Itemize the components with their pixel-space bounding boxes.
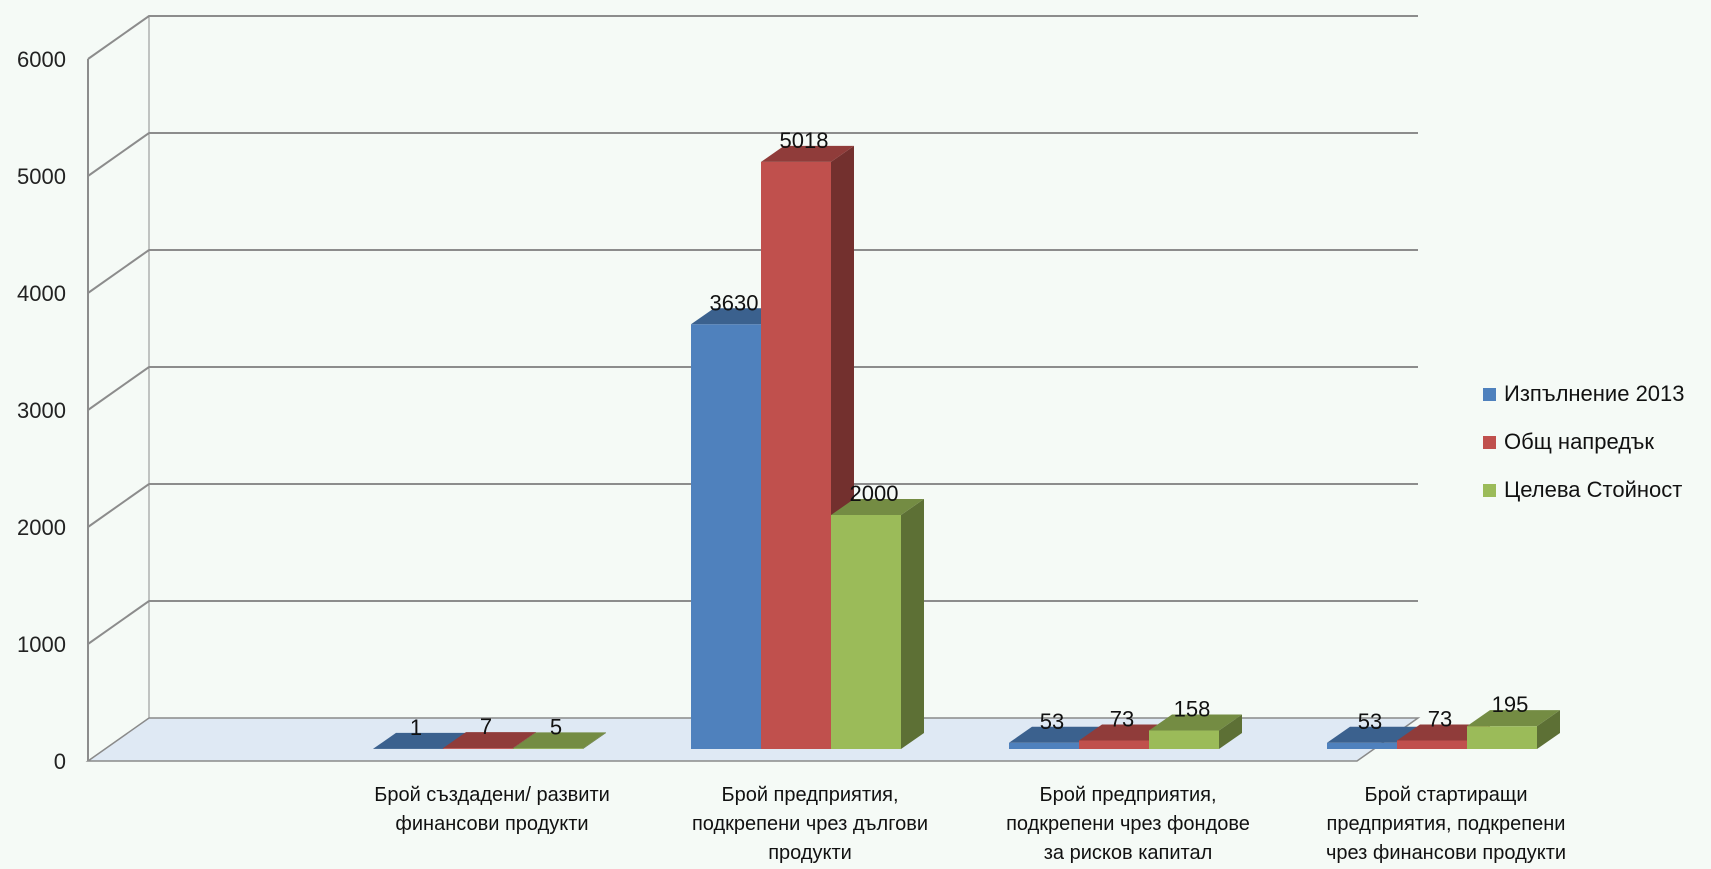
category-label-line: подкрепени чрез фондове <box>1006 813 1250 835</box>
category-label-line: чрез финансови продукти <box>1326 842 1566 864</box>
data-label: 53 <box>1040 709 1064 734</box>
gridline <box>88 250 1418 293</box>
category-label-line: предприятия, подкрепени <box>1327 813 1566 835</box>
data-label: 158 <box>1174 697 1211 722</box>
y-tick-label: 4000 <box>17 281 66 306</box>
category-label-line: финансови продукти <box>395 813 588 835</box>
y-tick-label: 0 <box>54 749 66 774</box>
data-label: 7 <box>480 714 492 739</box>
bar-front <box>1467 726 1537 749</box>
gridline <box>88 16 1418 59</box>
category-label-line: Брой предприятия, <box>721 784 898 806</box>
legend-label-series-2: Общ напредък <box>1504 429 1654 455</box>
y-tick-label: 2000 <box>17 515 66 540</box>
data-label: 195 <box>1492 692 1529 717</box>
data-label: 53 <box>1358 709 1382 734</box>
bar-front <box>761 162 831 749</box>
y-tick-label: 3000 <box>17 398 66 423</box>
data-label: 73 <box>1110 706 1134 731</box>
bar-front <box>1397 740 1467 749</box>
bars <box>373 146 1560 749</box>
data-label: 2000 <box>850 481 899 506</box>
legend-item-series-3: Целева Стойност <box>1483 466 1685 514</box>
bar <box>831 499 924 749</box>
legend-item-series-1: Изпълнение 2013 <box>1483 370 1685 418</box>
data-label: 5018 <box>780 128 829 153</box>
category-label-line: Брой предприятия, <box>1039 784 1216 806</box>
category-label-line: продукти <box>768 842 852 864</box>
bar-front <box>1079 740 1149 749</box>
y-tick-label: 1000 <box>17 632 66 657</box>
legend-swatch-series-1 <box>1483 388 1496 401</box>
legend-swatch-series-2 <box>1483 436 1496 449</box>
category-label: Брой предприятия, подкрепени чрез дългови… <box>692 784 928 864</box>
legend-swatch-series-3 <box>1483 484 1496 497</box>
bar-front <box>1149 731 1219 749</box>
category-label-line: за рисков капитал <box>1044 842 1212 864</box>
category-label: Брой стартиращи предприятия, подкрепени чр… <box>1326 784 1566 864</box>
legend: Изпълнение 2013 Общ напредък Целева Стой… <box>1483 370 1685 514</box>
category-label-line: подкрепени чрез дългови <box>692 813 928 835</box>
category-label-line: Брой създадени/ развити <box>374 784 610 806</box>
data-label: 5 <box>550 714 562 739</box>
bar-front <box>691 324 761 749</box>
y-tick-label: 5000 <box>17 164 66 189</box>
legend-label-series-1: Изпълнение 2013 <box>1504 381 1685 407</box>
category-label: Брой създадени/ развити финансови продукт… <box>374 784 610 835</box>
data-label: 1 <box>410 715 422 740</box>
category-label: Брой предприятия, подкрепени чрез фондове… <box>1006 784 1250 864</box>
data-label: 3630 <box>710 290 759 315</box>
bar-front <box>1327 743 1397 749</box>
bar-front <box>831 515 901 749</box>
legend-item-series-2: Общ напредък <box>1483 418 1685 466</box>
bar-front <box>513 748 583 749</box>
bar-front <box>1009 743 1079 749</box>
bar-side <box>901 499 924 749</box>
category-label-line: Брой стартиращи <box>1364 784 1527 806</box>
legend-label-series-3: Целева Стойност <box>1504 477 1682 503</box>
data-label: 73 <box>1428 706 1452 731</box>
bar-front <box>443 748 513 749</box>
y-tick-label: 6000 <box>17 47 66 72</box>
gridline <box>88 133 1418 176</box>
